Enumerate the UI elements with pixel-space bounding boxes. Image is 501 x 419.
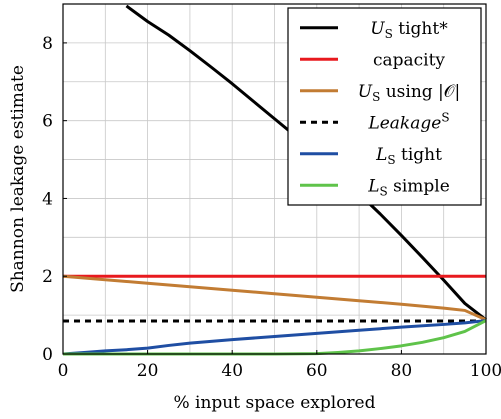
legend-label-capacity: capacity xyxy=(373,50,445,70)
legend-box xyxy=(287,7,482,206)
x-tick-label: 20 xyxy=(137,361,159,381)
y-tick-label: 0 xyxy=(42,345,53,365)
legend-label-ls_simple: LS simple xyxy=(367,176,450,198)
legend-label-us_tight: US tight* xyxy=(370,19,448,41)
legend-label-us_using_o: US using |𝒪| xyxy=(358,82,460,104)
y-tick-label: 4 xyxy=(42,189,53,209)
series-line-us_using_o xyxy=(62,274,487,322)
x-tick-label: 100 xyxy=(470,361,501,381)
x-tick-label: 40 xyxy=(221,361,243,381)
y-axis-title: Shannon leakage estimate xyxy=(8,65,28,293)
x-tick-label: 60 xyxy=(306,361,328,381)
ticks: 0 20 40 60 80 100 0 2 4 6 8 xyxy=(42,34,501,381)
x-axis-title: % input space explored xyxy=(173,393,375,413)
series-line-ls_tight xyxy=(62,319,487,356)
y-tick-label: 6 xyxy=(42,112,53,132)
x-tick-label: 0 xyxy=(58,361,69,381)
plot-frame xyxy=(62,3,487,355)
legend: US tight* capacity US using |𝒪| LeakageS LS … xyxy=(287,7,482,206)
legend-label-ls_tight: LS tight xyxy=(375,145,442,167)
legend-label-leakage_s: LeakageS xyxy=(367,110,449,133)
x-tick-label: 80 xyxy=(391,361,413,381)
y-tick-label: 8 xyxy=(42,34,53,54)
y-tick-label: 2 xyxy=(42,267,53,287)
